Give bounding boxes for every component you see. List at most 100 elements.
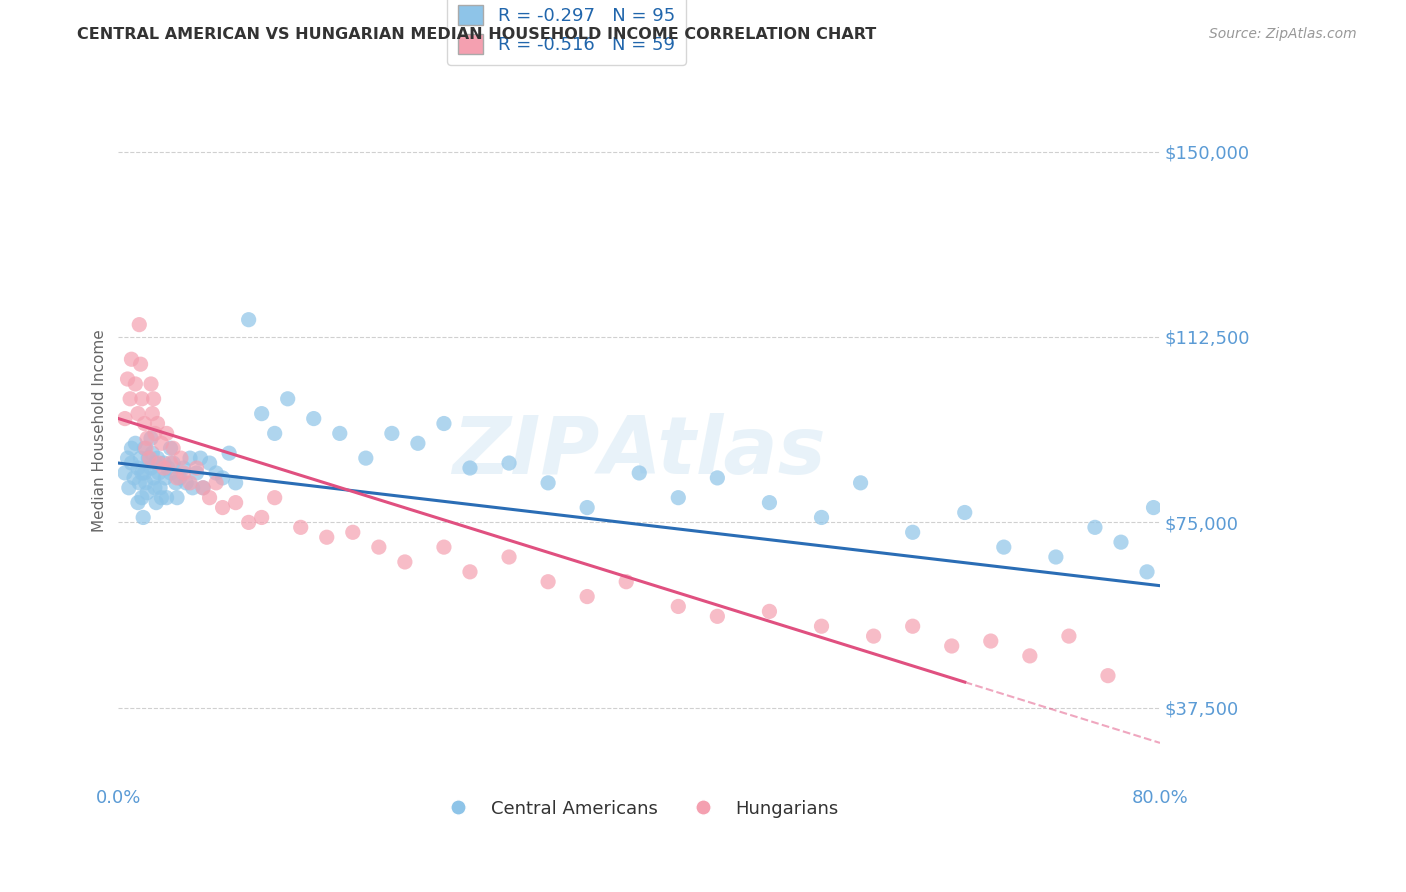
Point <box>141 407 163 421</box>
Point <box>433 417 456 431</box>
Point <box>198 456 221 470</box>
Point <box>941 639 963 653</box>
Point <box>706 609 728 624</box>
Point <box>162 442 184 456</box>
Point <box>1057 629 1080 643</box>
Point <box>614 574 637 589</box>
Point <box>128 475 150 490</box>
Point <box>354 451 377 466</box>
Point <box>218 446 240 460</box>
Point <box>124 436 146 450</box>
Point <box>290 520 312 534</box>
Point <box>394 555 416 569</box>
Point <box>129 451 152 466</box>
Point <box>537 475 560 490</box>
Point <box>342 525 364 540</box>
Point <box>128 318 150 332</box>
Point <box>198 491 221 505</box>
Point <box>1045 549 1067 564</box>
Point <box>149 481 172 495</box>
Point <box>156 426 179 441</box>
Point <box>225 495 247 509</box>
Point <box>238 312 260 326</box>
Point <box>367 540 389 554</box>
Point <box>134 466 156 480</box>
Point <box>277 392 299 406</box>
Point <box>136 431 159 445</box>
Point <box>131 491 153 505</box>
Point <box>145 495 167 509</box>
Point <box>1097 668 1119 682</box>
Point <box>205 475 228 490</box>
Point <box>810 510 832 524</box>
Point <box>953 506 976 520</box>
Point <box>537 574 560 589</box>
Point <box>666 599 689 614</box>
Point <box>121 456 143 470</box>
Point <box>302 411 325 425</box>
Point <box>901 619 924 633</box>
Point <box>166 491 188 505</box>
Point <box>174 475 197 490</box>
Point <box>250 510 273 524</box>
Point <box>143 426 166 441</box>
Point <box>162 456 184 470</box>
Y-axis label: Median Household Income: Median Household Income <box>93 329 107 533</box>
Point <box>706 471 728 485</box>
Point <box>138 451 160 466</box>
Point <box>156 491 179 505</box>
Point <box>127 461 149 475</box>
Point <box>139 431 162 445</box>
Point <box>263 426 285 441</box>
Point <box>134 417 156 431</box>
Point <box>628 466 651 480</box>
Point <box>190 451 212 466</box>
Point <box>132 510 155 524</box>
Text: Source: ZipAtlas.com: Source: ZipAtlas.com <box>1209 27 1357 41</box>
Point <box>179 475 201 490</box>
Point <box>862 629 884 643</box>
Point <box>205 466 228 480</box>
Point <box>159 466 181 480</box>
Point <box>142 471 165 485</box>
Point <box>159 456 181 470</box>
Point <box>576 500 599 515</box>
Point <box>146 451 169 466</box>
Point <box>191 481 214 495</box>
Point <box>153 461 176 475</box>
Point <box>139 461 162 475</box>
Point <box>980 634 1002 648</box>
Point <box>121 442 143 456</box>
Point <box>118 481 141 495</box>
Point <box>849 475 872 490</box>
Point <box>433 540 456 554</box>
Point <box>148 456 170 470</box>
Point <box>173 466 195 480</box>
Point <box>458 565 481 579</box>
Point <box>179 451 201 466</box>
Point <box>131 466 153 480</box>
Point <box>170 451 193 466</box>
Point <box>138 451 160 466</box>
Point <box>810 619 832 633</box>
Point <box>169 471 191 485</box>
Point <box>131 392 153 406</box>
Point <box>186 466 208 480</box>
Point <box>135 442 157 456</box>
Point <box>120 392 142 406</box>
Point <box>186 461 208 475</box>
Point <box>1018 648 1040 663</box>
Point <box>250 407 273 421</box>
Point <box>117 372 139 386</box>
Point <box>191 481 214 495</box>
Point <box>143 481 166 495</box>
Point <box>315 530 337 544</box>
Point <box>134 442 156 456</box>
Point <box>114 466 136 480</box>
Point <box>1142 500 1164 515</box>
Point <box>153 456 176 470</box>
Point <box>181 481 204 495</box>
Point <box>143 456 166 470</box>
Point <box>173 461 195 475</box>
Point <box>122 471 145 485</box>
